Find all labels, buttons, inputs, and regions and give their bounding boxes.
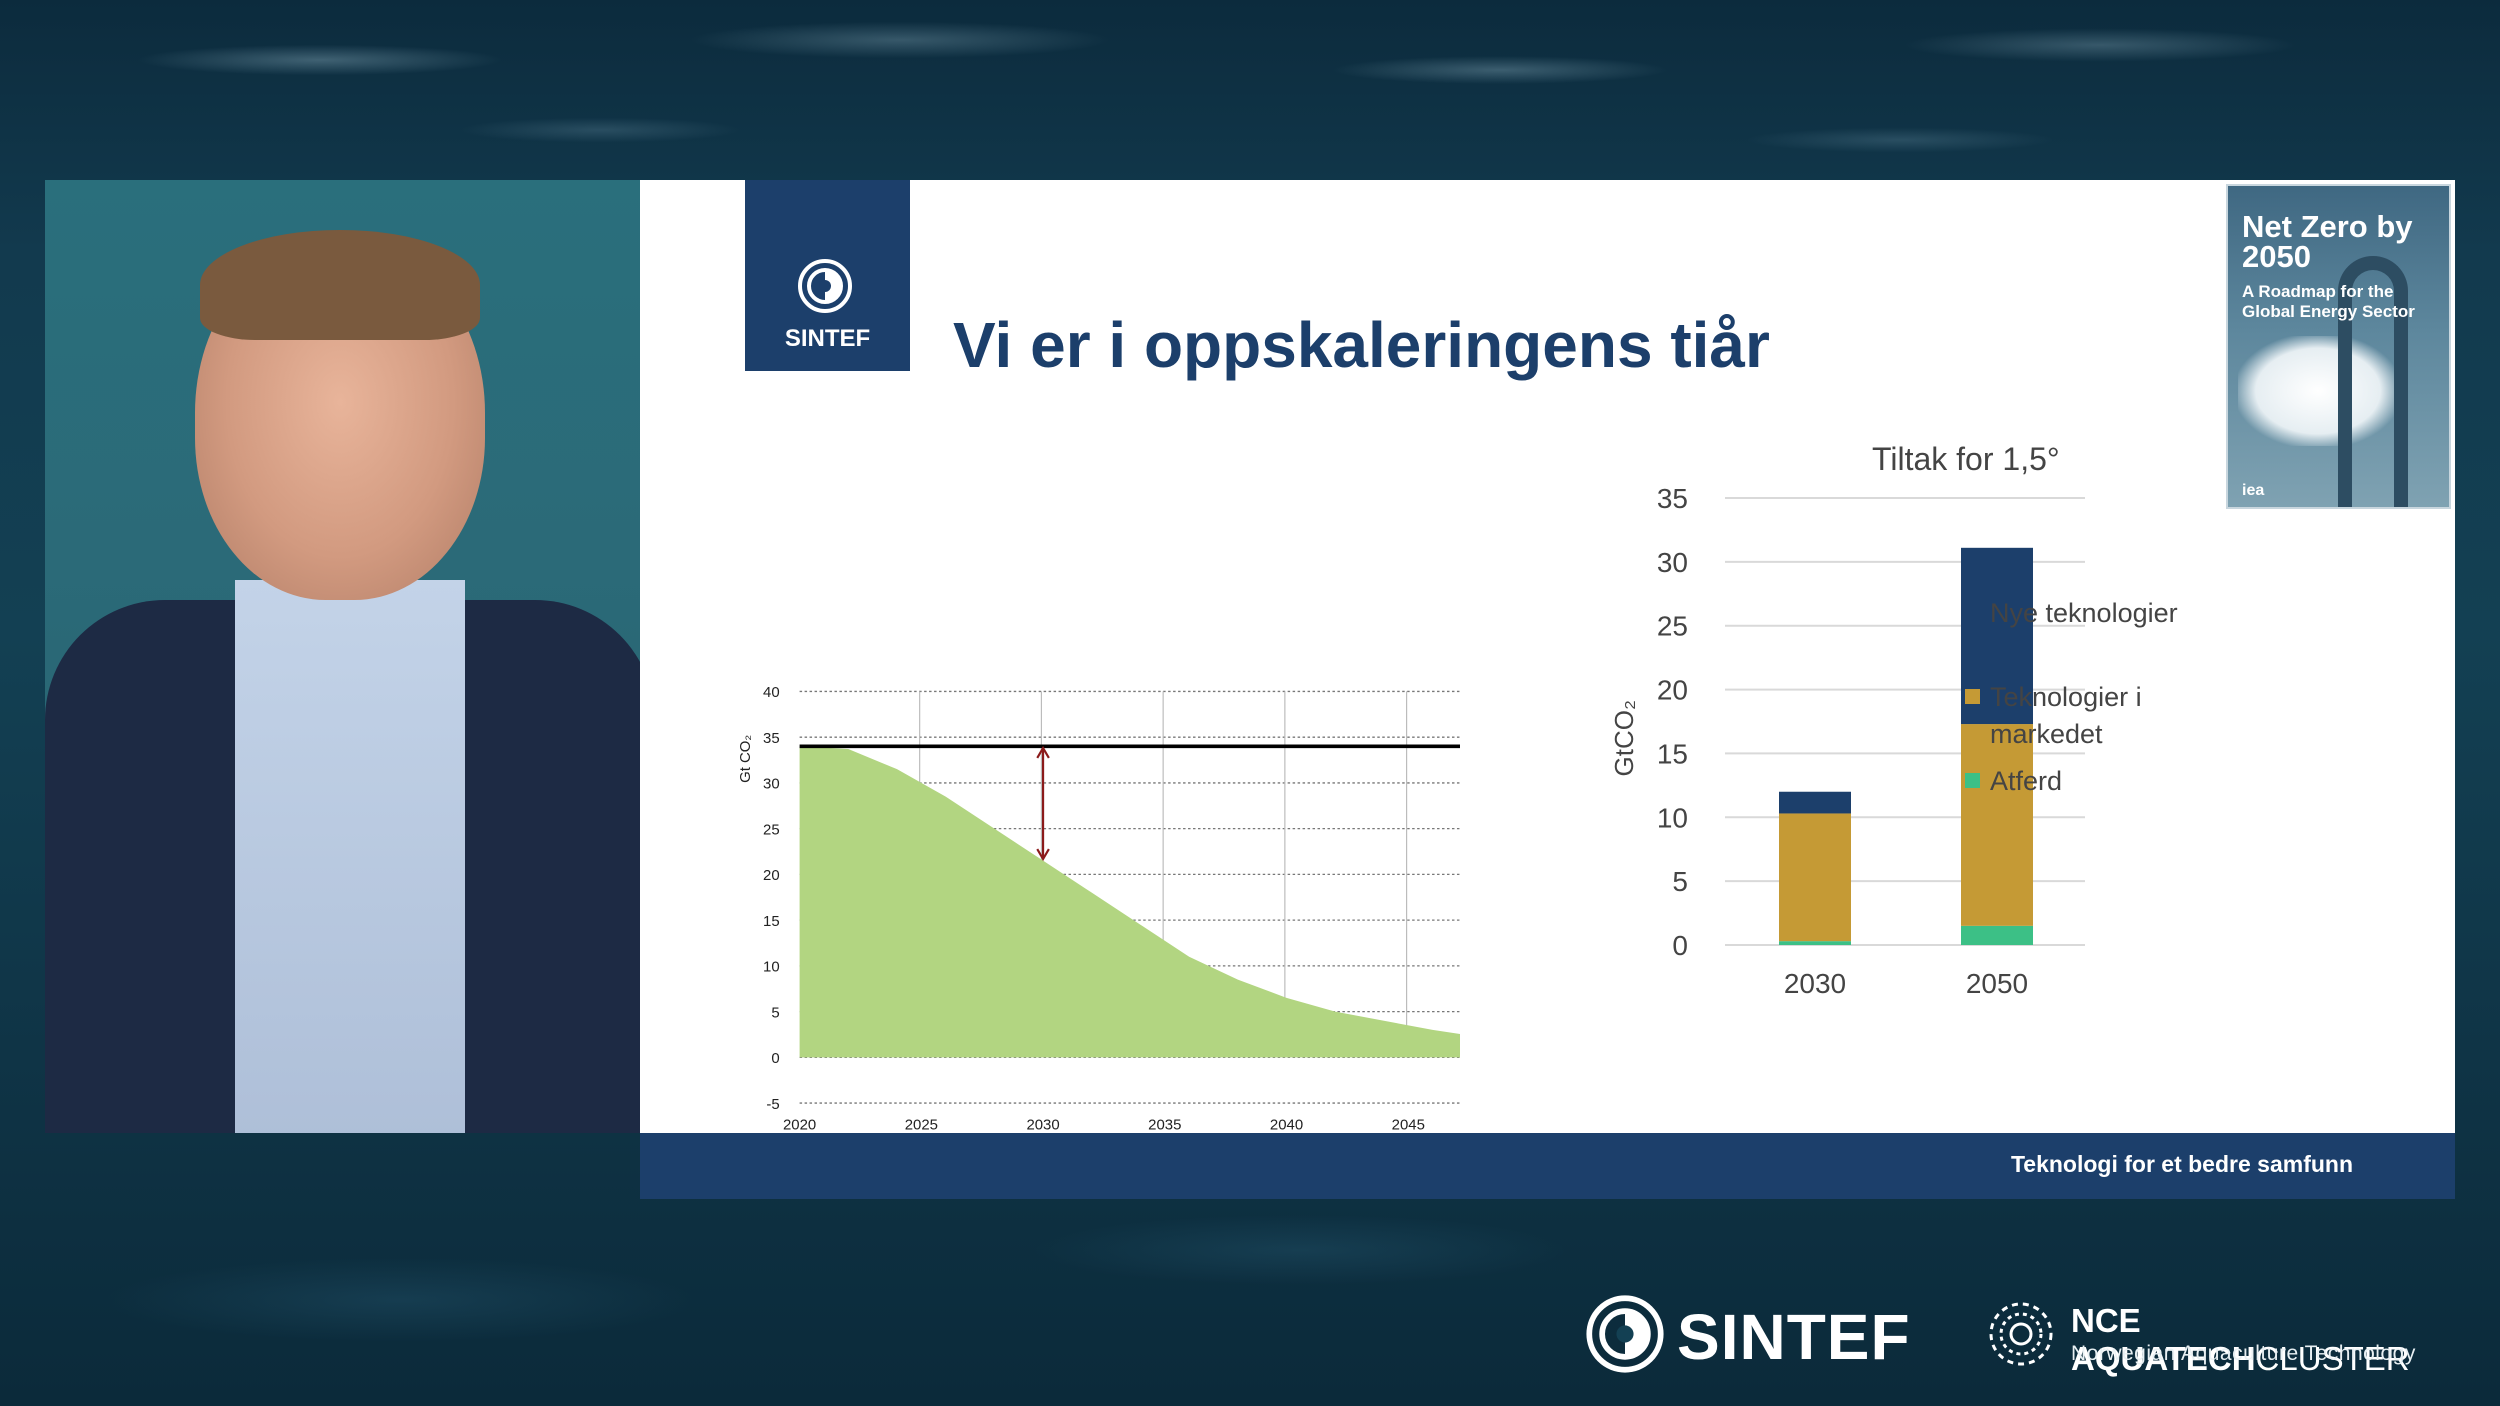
y-tick-label: 30	[763, 776, 780, 793]
nce-brand: NCE AQUATECHCLUSTER Norwegian Aquacultur…	[1985, 1298, 2455, 1377]
nce-brand-bold: NCE AQUATECH	[2071, 1302, 2256, 1377]
nce-brand-light: CLUSTER	[2255, 1340, 2410, 1377]
bar-segment	[1961, 724, 2033, 926]
presenter-video	[45, 180, 640, 1133]
y-tick-label: 15	[1657, 738, 1688, 769]
arrow-head-down	[1036, 848, 1050, 862]
nce-cluster-icon	[1989, 1302, 2053, 1366]
y-tick-label: 15	[763, 913, 780, 930]
book-subtitle: A Roadmap for the Global Energy Sector	[2242, 282, 2415, 321]
y-tick-label: 10	[1657, 802, 1688, 833]
y-tick-label: 35	[1657, 483, 1688, 514]
sintef-brand-icon	[1586, 1295, 1664, 1373]
y-tick-label: 25	[1657, 611, 1688, 642]
bar-segment	[1961, 925, 2033, 945]
arrow-head-up	[1036, 745, 1050, 759]
x-tick-label: 2025	[905, 1117, 938, 1134]
legend-swatch	[1965, 689, 1980, 704]
legend-swatch	[1965, 773, 1980, 788]
x-tick-label: 2040	[1270, 1117, 1303, 1134]
y-tick-label: 20	[1657, 675, 1688, 706]
legend-label: Nye teknologier	[1990, 598, 2178, 628]
measures-bar-chart: Tiltak for 1,5° 35 30 25 20 15 10 5 0 GtCO₂ 2030 20…	[1609, 441, 2178, 999]
x-tick-label: 2045	[1392, 1117, 1425, 1134]
y-tick-label: -5	[766, 1096, 779, 1113]
sintef-brand: SINTEF	[1585, 1294, 1930, 1374]
legend-swatch	[1965, 605, 1980, 620]
book-title: Net Zero by 2050	[2242, 209, 2413, 274]
slide-footer: Teknologi for et bedre samfunn	[640, 1133, 2455, 1199]
x-tick-label: 2020	[783, 1117, 816, 1134]
presenter-shirt	[235, 580, 465, 1133]
y-tick-label: 5	[771, 1004, 779, 1021]
x-tick-label: 2030	[1026, 1117, 1059, 1134]
nce-brand-title: NCE AQUATECHCLUSTER	[2071, 1302, 2455, 1378]
y-tick-label: 35	[763, 730, 780, 747]
y-tick-label: 10	[763, 959, 780, 976]
legend-label: Atferd	[1990, 766, 2062, 796]
nce-brand-subtitle: Norwegian Aquaculture Technology	[2071, 1342, 2416, 1365]
cloud-image	[2238, 336, 2398, 446]
bar-chart-title: Tiltak for 1,5°	[1872, 441, 2060, 477]
legend-label: Teknologier i	[1990, 682, 2142, 712]
y-tick-label: 30	[1657, 547, 1688, 578]
bar-segment	[1779, 813, 1851, 942]
bar-segment	[1779, 941, 1851, 945]
emissions-area	[799, 746, 1460, 1058]
slide-title: Vi er i oppskaleringens tiår	[953, 309, 1770, 381]
legend-label: markedet	[1990, 719, 2103, 749]
sintef-logo-icon	[798, 259, 852, 313]
bar-segment	[1779, 791, 1851, 814]
book-cover: Net Zero by 2050 A Roadmap for the Globa…	[2226, 184, 2451, 509]
presenter-hair	[200, 230, 480, 340]
footer-text: Teknologi for et bedre samfunn	[2010, 1151, 2353, 1177]
x-tick-label: 2030	[1784, 968, 1846, 999]
sintef-brand-text: SINTEF	[1677, 1301, 1911, 1373]
x-tick-label: 2035	[1148, 1117, 1181, 1134]
y-tick-label: 0	[1672, 930, 1688, 961]
presentation-slide: SINTEF Vi er i oppskaleringens tiår Net …	[640, 180, 2455, 1199]
y-axis-label: GtCO₂	[1609, 700, 1639, 777]
logo-text: SINTEF	[784, 325, 871, 352]
y-tick-label: 20	[763, 867, 780, 884]
y-tick-label: 40	[763, 684, 780, 701]
y-axis-label: Gt CO₂	[737, 735, 754, 783]
y-tick-label: 25	[763, 821, 780, 838]
book-brand: iea	[2242, 482, 2265, 499]
y-tick-label: 0	[771, 1050, 779, 1067]
x-tick-label: 2050	[1966, 968, 2028, 999]
slide-logo: SINTEF	[745, 180, 910, 371]
y-tick-label: 5	[1672, 866, 1688, 897]
